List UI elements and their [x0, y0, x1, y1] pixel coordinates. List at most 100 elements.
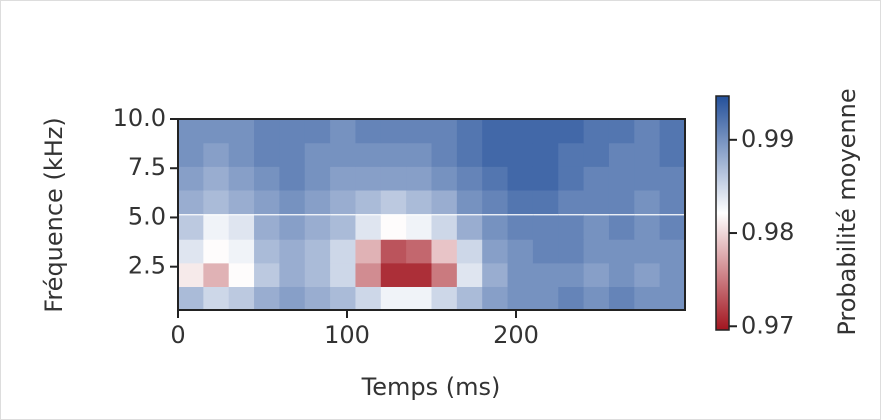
heatmap-cell — [456, 215, 483, 240]
heatmap-cell — [279, 189, 306, 215]
heatmap-cell — [456, 142, 483, 167]
heatmap-cell — [279, 215, 306, 240]
heatmap-cell — [634, 142, 661, 167]
heatmap-cell — [380, 166, 407, 191]
heatmap-cell — [279, 262, 306, 287]
heatmap-cell — [228, 119, 255, 144]
heatmap-cell — [380, 286, 407, 310]
heatmap-cell — [178, 119, 204, 144]
y-tick-label: 10.0 — [113, 104, 166, 132]
heatmap-cell — [203, 262, 230, 287]
heatmap-cell — [330, 189, 356, 215]
heatmap-cell — [659, 286, 685, 310]
heatmap-cell — [178, 142, 204, 167]
heatmap-cell — [304, 189, 331, 215]
heatmap-cell — [608, 238, 635, 264]
heatmap-cell — [482, 142, 509, 167]
heatmap-cell — [406, 262, 432, 287]
heatmap-cell — [456, 189, 483, 215]
heatmap-cell — [254, 215, 280, 240]
heatmap-cell — [355, 189, 382, 215]
heatmap-cell — [279, 286, 306, 310]
colorbar-tick-label: 0.98 — [741, 218, 794, 246]
heatmap-cell — [608, 262, 635, 287]
heatmap-cell — [659, 119, 685, 144]
heatmap-cell — [254, 189, 280, 215]
heatmap-cell — [456, 262, 483, 287]
heatmap-cell — [330, 286, 356, 310]
heatmap-cell — [304, 142, 331, 167]
heatmap-cell — [431, 286, 458, 310]
heatmap-cell — [558, 189, 585, 215]
heatmap-cell — [228, 189, 255, 215]
heatmap-cell — [304, 166, 331, 191]
heatmap-cell — [431, 119, 458, 144]
heatmap-cell — [482, 215, 509, 240]
x-tick-label: 100 — [324, 321, 370, 349]
heatmap-cell — [659, 238, 685, 264]
heatmap-cell — [304, 262, 331, 287]
heatmap-cell — [254, 262, 280, 287]
heatmap-cell — [659, 215, 685, 240]
heatmap-cell — [279, 119, 306, 144]
heatmap-cell — [228, 262, 255, 287]
heatmap-cell — [254, 119, 280, 144]
heatmap-cell — [608, 215, 635, 240]
heatmap-cell — [583, 166, 610, 191]
heatmap-cell — [532, 262, 559, 287]
heatmap-cell — [355, 262, 382, 287]
heatmap-cell — [330, 238, 356, 264]
heatmap-cell — [228, 238, 255, 264]
heatmap-cell — [406, 238, 432, 264]
heatmap-cell — [634, 189, 661, 215]
heatmap-cell — [431, 142, 458, 167]
heatmap-cell — [431, 189, 458, 215]
heatmap-cell — [178, 215, 204, 240]
heatmap-cell — [634, 286, 661, 310]
heatmap-cell — [456, 286, 483, 310]
heatmap-cell — [203, 286, 230, 310]
colorbar-label: Probabilité moyenne — [833, 88, 861, 335]
heatmap-cell — [380, 238, 407, 264]
heatmap-cell — [178, 286, 204, 310]
heatmap-cell — [608, 166, 635, 191]
heatmap-cell — [355, 142, 382, 167]
heatmap-cell — [279, 166, 306, 191]
heatmap-cell — [634, 166, 661, 191]
heatmap-cell — [279, 238, 306, 264]
heatmap-cell — [178, 189, 204, 215]
heatmap-cell — [558, 142, 585, 167]
heatmap-cell — [406, 142, 432, 167]
heatmap-cell — [558, 262, 585, 287]
heatmap-cell — [330, 142, 356, 167]
heatmap-cell — [583, 286, 610, 310]
heatmap-cell — [507, 286, 534, 310]
colorbar — [715, 95, 730, 331]
heatmap-cell — [355, 286, 382, 310]
heatmap-cell — [532, 286, 559, 310]
heatmap-cell — [330, 166, 356, 191]
heatmap-cell — [406, 286, 432, 310]
heatmap-cell — [558, 286, 585, 310]
heatmap-cell — [203, 142, 230, 167]
heatmap-cell — [355, 238, 382, 264]
y-tick-label: 2.5 — [128, 252, 166, 280]
heatmap-cell — [482, 238, 509, 264]
heatmap-cell — [558, 166, 585, 191]
heatmap-cell — [634, 238, 661, 264]
heatmap-cell — [532, 189, 559, 215]
heatmap-cell — [482, 166, 509, 191]
heatmap-cell — [634, 262, 661, 287]
heatmap-cell — [304, 119, 331, 144]
heatmap-cell — [634, 119, 661, 144]
heatmap-cell — [406, 189, 432, 215]
heatmap-cell — [406, 119, 432, 144]
heatmap-cell — [608, 189, 635, 215]
heatmap-cell — [583, 262, 610, 287]
heatmap-cell — [507, 262, 534, 287]
heatmap-cell — [406, 166, 432, 191]
heatmap-cell — [659, 166, 685, 191]
heatmap-cell — [532, 238, 559, 264]
heatmap-cell — [279, 142, 306, 167]
